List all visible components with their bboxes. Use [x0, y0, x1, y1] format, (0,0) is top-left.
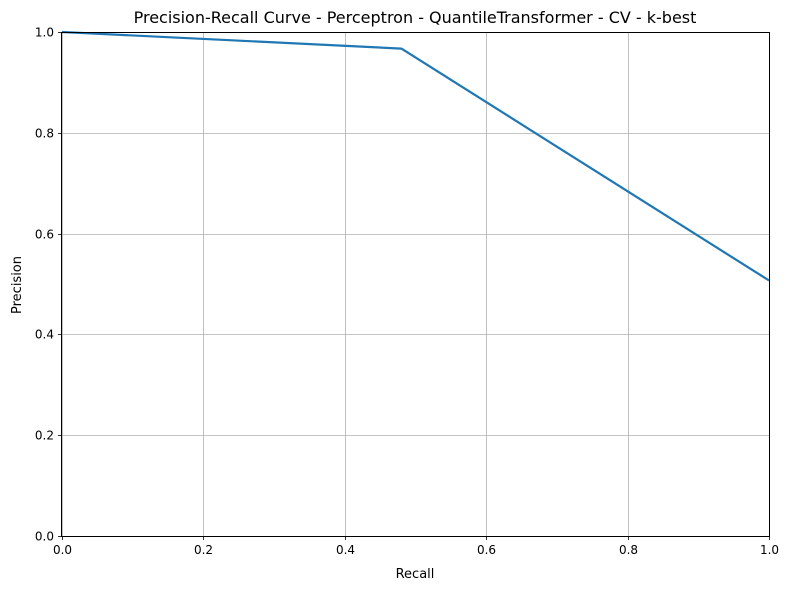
chart-title: Precision-Recall Curve - Perceptron - Qu…	[134, 8, 697, 27]
x-tick-label: 0.2	[194, 543, 213, 557]
y-tick-label: 0.6	[35, 228, 54, 242]
plot-series	[61, 30, 770, 282]
y-axis-ticks: 0.0 0.2 0.4 0.6 0.8 1.0	[35, 26, 62, 544]
grid-lines	[62, 32, 770, 537]
x-tick-label: 0.0	[53, 543, 72, 557]
y-tick-label: 0.0	[35, 530, 54, 544]
y-axis-label: Precision	[10, 256, 25, 314]
x-tick-label: 0.4	[336, 543, 355, 557]
y-tick-label: 0.8	[35, 127, 54, 141]
x-tick-label: 0.8	[619, 543, 638, 557]
x-tick-label: 0.6	[477, 543, 496, 557]
x-tick-label: 1.0	[760, 543, 779, 557]
y-tick-label: 1.0	[35, 26, 54, 40]
y-tick-label: 0.4	[35, 328, 54, 342]
x-axis-label: Recall	[396, 567, 435, 582]
plot-frame	[61, 32, 770, 537]
x-axis-ticks: 0.0 0.2 0.4 0.6 0.8 1.0	[53, 536, 779, 557]
y-tick-label: 0.2	[35, 429, 54, 443]
precision-recall-line	[61, 30, 770, 282]
